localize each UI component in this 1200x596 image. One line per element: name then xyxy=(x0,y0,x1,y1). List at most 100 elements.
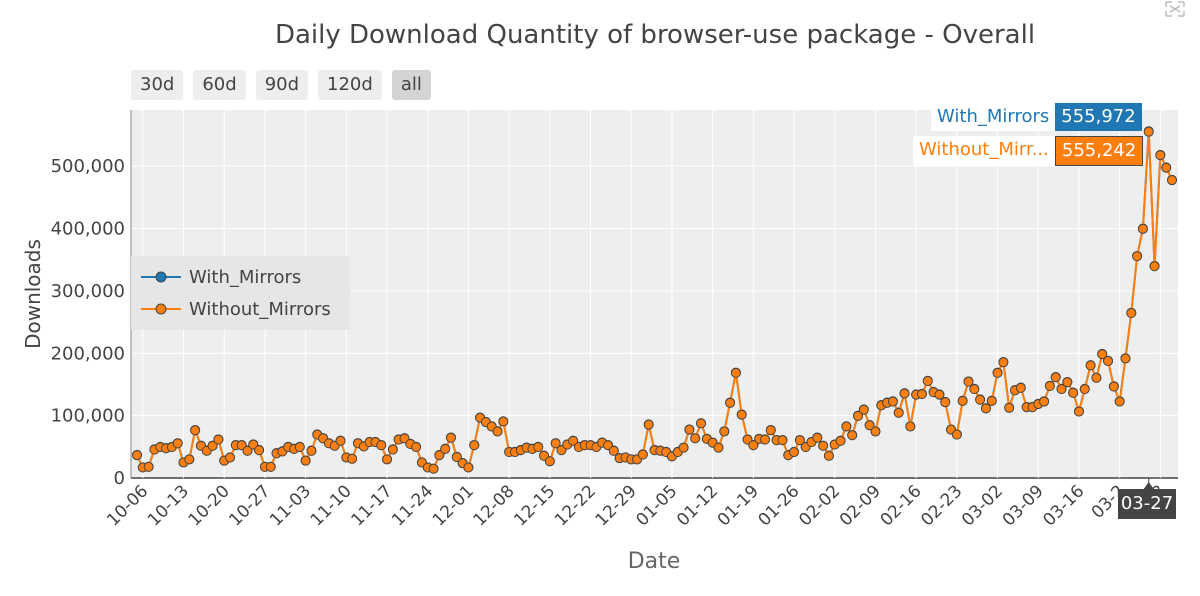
data-point xyxy=(1015,382,1026,393)
hover-label-without-mirrors: Without_Mirr... 555,242 xyxy=(913,136,1144,166)
data-point xyxy=(207,440,218,451)
data-point xyxy=(690,433,701,444)
hover-name-without-mirrors: Without_Mirr... xyxy=(913,136,1055,166)
data-point xyxy=(300,455,311,466)
hover-label-with-mirrors: With_Mirrors 555,972 xyxy=(931,103,1142,131)
x-tick-label: 02-16 xyxy=(877,481,926,530)
x-tick-label: 12-08 xyxy=(470,481,519,530)
data-point xyxy=(777,435,788,446)
y-axis: 0 100,000 200,000 300,000 400,000 500,000 xyxy=(51,156,125,489)
data-point xyxy=(963,376,974,387)
x-tick-label: 01-05 xyxy=(632,481,681,530)
data-point xyxy=(544,456,555,467)
data-point xyxy=(922,376,933,387)
data-point xyxy=(445,432,456,443)
x-tick-label: 10-20 xyxy=(185,481,234,530)
data-point xyxy=(434,450,445,461)
chart-title: Daily Download Quantity of browser-use p… xyxy=(274,20,1036,50)
data-point xyxy=(411,442,422,453)
range-button-30d[interactable]: 30d xyxy=(131,70,184,100)
data-point xyxy=(306,445,317,456)
data-point xyxy=(1143,126,1154,137)
x-tick-label: 02-02 xyxy=(795,481,844,530)
data-point xyxy=(969,384,980,395)
data-point xyxy=(1056,384,1067,395)
data-point xyxy=(376,440,387,451)
data-point xyxy=(1103,356,1114,367)
data-point xyxy=(1068,387,1079,398)
x-tick-label: 12-29 xyxy=(592,481,641,530)
data-point xyxy=(975,394,986,405)
y-tick-label: 100,000 xyxy=(51,406,125,427)
data-point xyxy=(550,438,561,449)
data-point xyxy=(678,442,689,453)
x-tick-label: 10-27 xyxy=(225,481,274,530)
y-tick-label: 400,000 xyxy=(51,219,125,240)
data-point xyxy=(190,425,201,436)
legend-swatch-with-mirrors xyxy=(141,271,181,283)
data-point xyxy=(1004,402,1015,413)
range-button-90d[interactable]: 90d xyxy=(255,70,309,100)
x-tick-label: 02-09 xyxy=(836,481,885,530)
data-point xyxy=(440,444,451,454)
x-tick-label: 01-19 xyxy=(714,481,763,530)
data-point xyxy=(184,454,195,465)
data-point xyxy=(986,395,997,406)
x-tick-label: 01-12 xyxy=(673,481,722,530)
x-tick-label: 11-24 xyxy=(388,481,437,530)
hover-date-tag: 03-27 xyxy=(1118,489,1176,519)
series-without-mirrors xyxy=(132,126,1177,474)
data-point xyxy=(853,410,864,421)
data-point xyxy=(225,452,236,463)
data-point xyxy=(893,407,904,418)
range-button-120d[interactable]: 120d xyxy=(318,70,382,100)
data-point xyxy=(823,450,834,461)
data-point xyxy=(1132,251,1143,262)
data-point xyxy=(492,426,503,437)
range-button-all[interactable]: all xyxy=(391,70,431,100)
data-point xyxy=(725,397,736,408)
data-point xyxy=(568,435,579,446)
data-point xyxy=(934,389,945,400)
x-tick-label: 03-02 xyxy=(958,481,1007,530)
x-tick-label: 03-09 xyxy=(999,481,1048,530)
data-point xyxy=(451,452,462,463)
data-point xyxy=(794,435,805,446)
data-point xyxy=(870,426,881,437)
data-point xyxy=(998,357,1009,368)
data-point xyxy=(1039,396,1050,407)
legend-item-with-mirrors[interactable]: With_Mirrors xyxy=(141,264,301,290)
data-point xyxy=(887,396,898,407)
data-point xyxy=(940,397,951,408)
y-tick-label: 300,000 xyxy=(51,281,125,302)
data-point xyxy=(335,435,346,446)
data-point xyxy=(1120,353,1131,364)
legend-swatch-without-mirrors xyxy=(141,303,181,315)
y-tick-label: 0 xyxy=(114,468,125,489)
data-point xyxy=(1044,381,1055,391)
autoscale-icon[interactable] xyxy=(1164,0,1186,18)
y-axis-label: Downloads xyxy=(21,239,45,349)
data-point xyxy=(498,416,509,427)
data-point xyxy=(172,438,183,449)
x-tick-label: 02-23 xyxy=(917,481,966,530)
x-tick-label: 11-03 xyxy=(266,481,315,530)
y-tick-label: 200,000 xyxy=(51,343,125,364)
data-point xyxy=(818,440,829,451)
data-point xyxy=(858,404,869,415)
data-point xyxy=(1085,360,1096,371)
data-point xyxy=(143,461,154,472)
data-point xyxy=(835,435,846,446)
data-point xyxy=(1062,377,1073,388)
x-tick-label: 12-01 xyxy=(429,481,478,530)
data-point xyxy=(265,461,276,472)
data-point xyxy=(469,440,480,451)
legend-item-without-mirrors[interactable]: Without_Mirrors xyxy=(141,296,331,322)
data-point xyxy=(765,425,776,436)
data-point xyxy=(1079,384,1090,395)
data-point xyxy=(736,409,747,420)
data-point xyxy=(1114,396,1125,407)
data-point xyxy=(213,434,224,445)
data-point xyxy=(696,418,707,429)
range-button-60d[interactable]: 60d xyxy=(193,70,246,100)
